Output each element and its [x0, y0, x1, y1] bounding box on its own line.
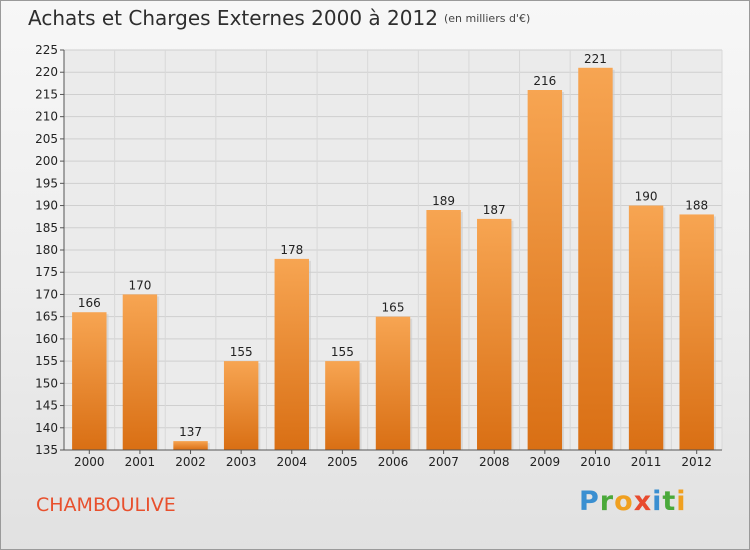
- y-tick-label: 190: [35, 199, 58, 213]
- data-label: 189: [432, 194, 455, 208]
- bar: [527, 90, 563, 450]
- logo-letter: t: [662, 486, 677, 517]
- data-label: 166: [78, 296, 101, 310]
- bar: [223, 361, 259, 450]
- bar: [477, 218, 512, 450]
- data-label: 178: [280, 243, 303, 257]
- x-tick-label: 2004: [276, 455, 307, 469]
- y-tick-label: 220: [35, 65, 58, 79]
- x-tick-label: 2002: [175, 455, 206, 469]
- x-tick-label: 2008: [479, 455, 510, 469]
- data-label: 216: [533, 74, 556, 88]
- bar: [628, 205, 664, 450]
- y-tick-label: 145: [35, 399, 58, 413]
- x-tick-label: 2003: [226, 455, 257, 469]
- y-tick-label: 195: [35, 176, 58, 190]
- y-tick-label: 165: [35, 310, 58, 324]
- y-tick-label: 200: [35, 154, 58, 168]
- y-tick-label: 185: [35, 221, 58, 235]
- proxiti-logo: Proxiti: [579, 486, 687, 517]
- data-label: 155: [331, 345, 354, 359]
- y-tick-label: 140: [35, 421, 58, 435]
- bar: [578, 67, 613, 451]
- logo-letter: i: [652, 486, 663, 517]
- y-tick-label: 160: [35, 332, 58, 346]
- data-label: 137: [179, 425, 202, 439]
- title-text: Achats et Charges Externes 2000 à 2012: [28, 6, 438, 30]
- x-tick-label: 2005: [327, 455, 358, 469]
- y-tick-label: 225: [35, 43, 58, 57]
- y-tick-label: 210: [35, 110, 58, 124]
- data-label: 155: [230, 345, 253, 359]
- x-tick-label: 2009: [530, 455, 561, 469]
- bar: [426, 210, 461, 450]
- bar: [122, 294, 158, 450]
- logo-letter: r: [599, 486, 615, 517]
- bar: [72, 312, 107, 450]
- y-tick-label: 215: [35, 87, 58, 101]
- y-tick-label: 150: [35, 376, 58, 390]
- x-tick-label: 2006: [378, 455, 409, 469]
- y-tick-label: 155: [35, 354, 58, 368]
- logo-letter: x: [633, 486, 653, 517]
- logo-letter: P: [579, 486, 600, 517]
- x-axis: 2000 2001 2002 2003 2004 2005 2006 2007 2008 2009…: [64, 449, 722, 469]
- logo-letter: o: [614, 486, 634, 517]
- unit-label: (en milliers d'€): [443, 12, 531, 25]
- data-label: 187: [483, 203, 506, 217]
- x-tick-label: 2012: [681, 455, 712, 469]
- logo-letter: i: [676, 486, 687, 517]
- bar: [679, 214, 714, 450]
- x-tick-label: 2007: [428, 455, 459, 469]
- y-tick-label: 170: [35, 287, 58, 301]
- bar: [173, 441, 208, 450]
- y-tick-label: 180: [35, 243, 58, 257]
- bar: [274, 258, 309, 450]
- y-tick-label: 175: [35, 265, 58, 279]
- data-label: 170: [128, 278, 151, 292]
- location-name: CHAMBOULIVE: [36, 494, 176, 516]
- x-tick-label: 2010: [580, 455, 611, 469]
- y-tick-label: 135: [35, 443, 58, 457]
- data-label: 221: [584, 52, 607, 66]
- chart-title: Achats et Charges Externes 2000 à 2012 (e…: [28, 6, 530, 30]
- data-label: 188: [685, 198, 708, 212]
- bar: [375, 316, 411, 450]
- bar: [325, 361, 360, 450]
- x-tick-label: 2000: [74, 455, 105, 469]
- y-tick-label: 205: [35, 132, 58, 146]
- data-label: 165: [382, 301, 405, 315]
- x-tick-label: 2011: [631, 455, 662, 469]
- data-label: 190: [635, 190, 658, 204]
- y-axis: 135 140 145 150 155 160 165 170 175 180 185 190 195 2…: [35, 43, 65, 457]
- x-tick-label: 2001: [125, 455, 156, 469]
- bars: 166 170 137 155 178 155 165 189 187 216 221 190 188: [72, 52, 716, 451]
